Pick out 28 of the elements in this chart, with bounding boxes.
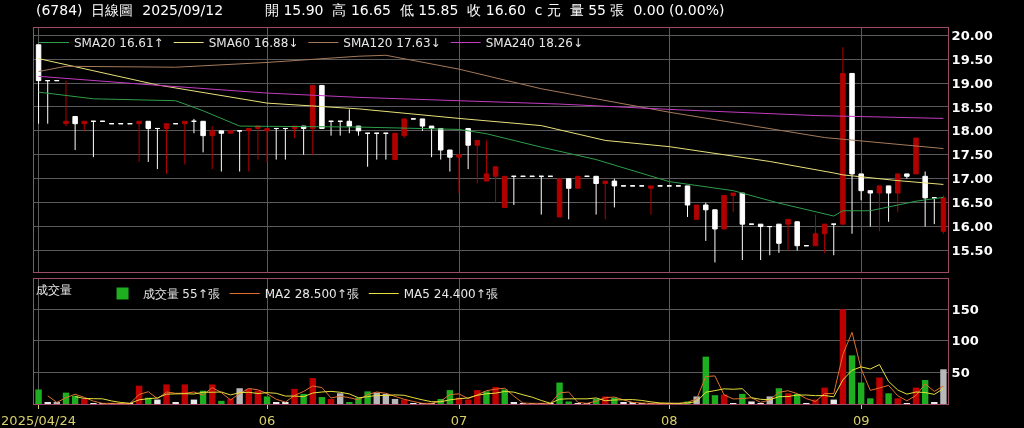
chart-subtitle: 開 15.90 高 16.65 低 15.85 收 16.60 c 元 量 55 張 0.00 (0.00%) [265,2,725,18]
legend-label: SMA60 16.88↓ [208,36,299,51]
legend-label: 成交量 55↑張 [142,287,220,302]
x-tick-label: 08 [660,412,678,428]
y-tick-label: 16.50 [951,195,993,211]
y-tick-label: 17.50 [951,147,993,163]
y-tick-label: 20.00 [951,27,993,43]
legend-label: SMA240 18.26↓ [485,36,583,51]
y-tick-label: 19.00 [951,75,993,91]
chart-title: (6784) 日線圖 2025/09/12 [36,2,224,18]
y-tick-label: 150 [951,301,979,317]
chart-title: 成交量 [36,283,72,297]
y-tick-label: 17.00 [951,171,993,187]
legend-label: MA2 28.500↑張 [264,287,359,302]
y-tick-label: 19.50 [951,51,993,67]
x-tick-label: 09 [852,412,870,428]
legend-label: MA5 24.400↑張 [403,287,498,302]
x-tick-label: 07 [450,412,468,428]
legend-label: SMA120 17.63↓ [343,36,441,51]
y-tick-label: 18.00 [951,123,993,139]
y-tick-label: 50 [951,364,970,380]
y-tick-label: 16.00 [951,219,993,235]
y-tick-label: 100 [951,333,979,349]
y-tick-label: 18.50 [951,99,993,115]
legend-label: SMA20 16.61↑ [74,36,164,51]
x-tick-label: 2025/04/24 [1,412,77,428]
y-tick-label: 15.50 [951,243,993,259]
x-tick-label: 06 [258,412,276,428]
